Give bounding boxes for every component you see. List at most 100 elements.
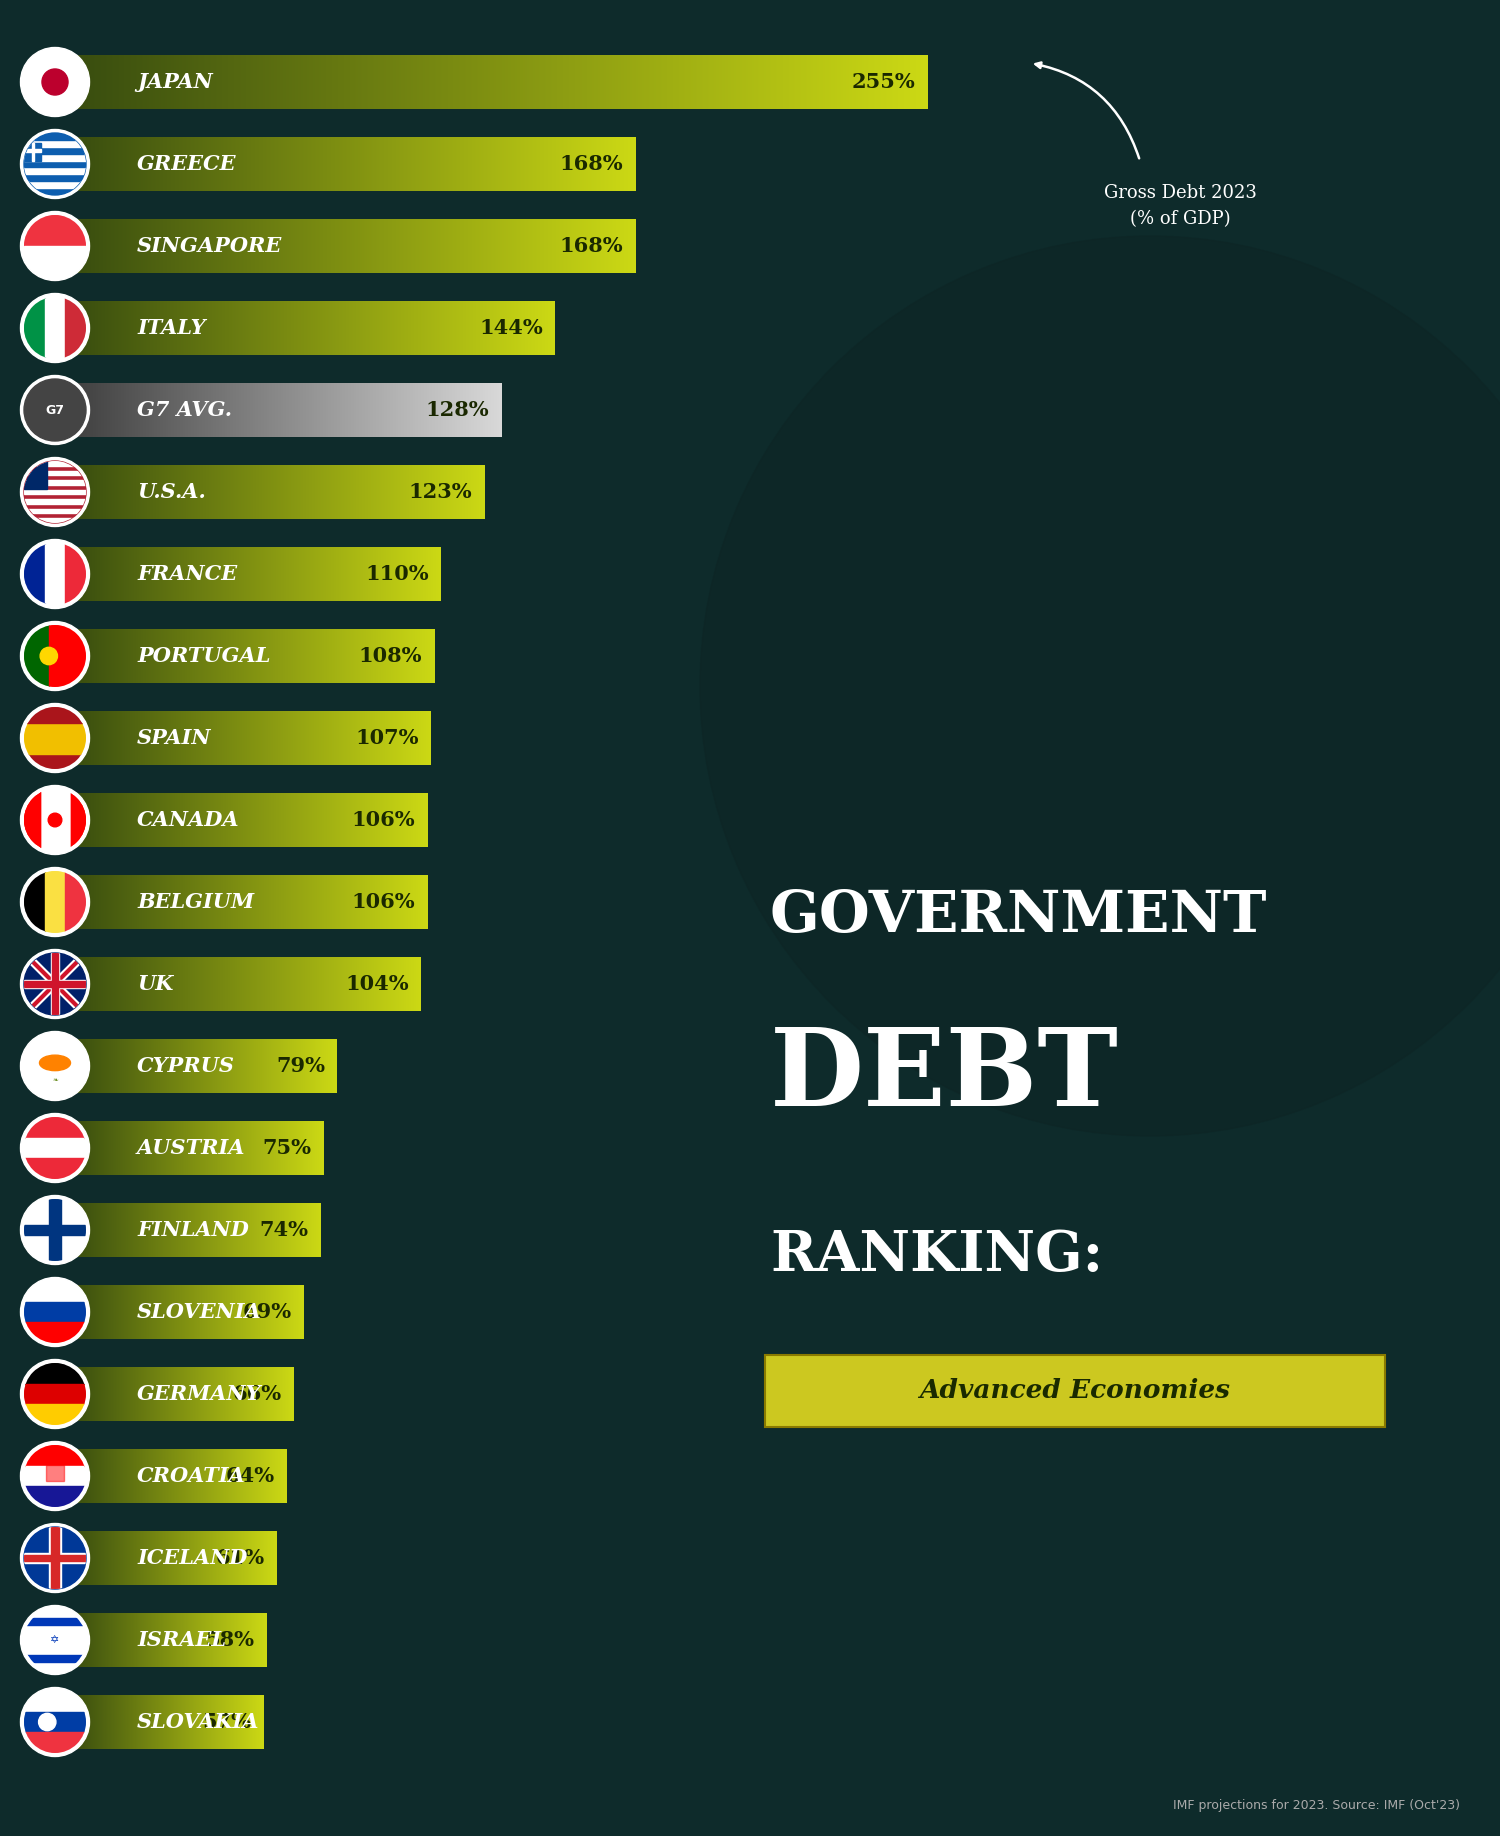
Bar: [24, 143, 40, 160]
Bar: [66, 297, 86, 360]
Text: AUSTRIA: AUSTRIA: [136, 1138, 246, 1159]
Text: CROATIA: CROATIA: [136, 1465, 246, 1485]
Circle shape: [21, 48, 90, 116]
Bar: [24, 1159, 86, 1179]
Bar: [24, 140, 86, 147]
Bar: [24, 1116, 86, 1138]
Bar: [24, 147, 86, 154]
Bar: [24, 461, 48, 488]
Bar: [24, 980, 86, 988]
Bar: [45, 543, 66, 606]
Circle shape: [21, 130, 90, 198]
Text: 110%: 110%: [364, 564, 429, 584]
Text: ICELAND: ICELAND: [136, 1548, 248, 1568]
Text: 104%: 104%: [345, 975, 408, 993]
Circle shape: [40, 648, 57, 665]
Bar: [66, 543, 86, 606]
Text: FRANCE: FRANCE: [136, 564, 237, 584]
Text: 168%: 168%: [560, 237, 624, 255]
Circle shape: [21, 867, 90, 936]
Bar: [24, 1138, 86, 1159]
Text: 107%: 107%: [356, 729, 419, 747]
Circle shape: [24, 1691, 86, 1753]
Bar: [24, 1555, 86, 1561]
Bar: [24, 1445, 86, 1465]
Circle shape: [24, 1445, 86, 1507]
Circle shape: [24, 297, 86, 360]
Bar: [45, 297, 66, 360]
Circle shape: [24, 707, 86, 769]
Bar: [24, 543, 45, 606]
Bar: [24, 1553, 86, 1562]
Circle shape: [24, 789, 86, 852]
Bar: [24, 246, 86, 277]
Circle shape: [24, 215, 86, 277]
Bar: [53, 953, 58, 1015]
Text: CANADA: CANADA: [136, 810, 240, 830]
Bar: [50, 1199, 62, 1261]
Text: 106%: 106%: [352, 892, 416, 912]
Text: IMF projections for 2023. Source: IMF (Oct'23): IMF projections for 2023. Source: IMF (O…: [1173, 1799, 1460, 1812]
Circle shape: [24, 461, 86, 523]
Text: UK: UK: [136, 975, 174, 993]
Text: Gross Debt 2023
(% of GDP): Gross Debt 2023 (% of GDP): [1104, 184, 1257, 228]
Circle shape: [24, 1608, 86, 1671]
Circle shape: [24, 378, 86, 441]
Text: 168%: 168%: [560, 154, 624, 174]
Circle shape: [24, 132, 86, 195]
Bar: [24, 1302, 86, 1322]
Text: CYPRUS: CYPRUS: [136, 1056, 236, 1076]
Text: ISRAEL: ISRAEL: [136, 1630, 226, 1651]
Bar: [50, 624, 86, 687]
Circle shape: [21, 1359, 90, 1428]
Bar: [51, 1528, 58, 1588]
Bar: [24, 753, 86, 769]
Circle shape: [24, 51, 86, 114]
Circle shape: [21, 294, 90, 362]
Bar: [70, 789, 86, 852]
Text: 79%: 79%: [276, 1056, 326, 1076]
Circle shape: [24, 1362, 86, 1425]
Bar: [32, 143, 33, 160]
Bar: [24, 215, 86, 246]
Text: SPAIN: SPAIN: [136, 729, 212, 747]
Bar: [24, 1733, 86, 1753]
Text: Advanced Economies: Advanced Economies: [920, 1379, 1230, 1403]
Text: G7: G7: [45, 404, 64, 417]
Bar: [24, 789, 39, 852]
Bar: [24, 870, 45, 933]
Text: 108%: 108%: [358, 646, 422, 666]
Circle shape: [21, 703, 90, 773]
Bar: [24, 1654, 86, 1662]
Bar: [24, 1282, 86, 1302]
Bar: [24, 789, 39, 852]
Circle shape: [21, 457, 90, 527]
Bar: [24, 1487, 86, 1507]
Bar: [24, 1618, 86, 1625]
Bar: [24, 1322, 86, 1342]
Circle shape: [24, 1199, 86, 1261]
Bar: [51, 953, 58, 1015]
Bar: [24, 1405, 86, 1425]
Bar: [24, 182, 86, 187]
Text: 66%: 66%: [232, 1384, 282, 1405]
Circle shape: [21, 540, 90, 608]
Text: JAPAN: JAPAN: [136, 72, 213, 92]
Bar: [70, 789, 86, 852]
Bar: [24, 1465, 86, 1487]
Text: 106%: 106%: [352, 810, 416, 830]
Text: FINLAND: FINLAND: [136, 1219, 249, 1239]
Text: G7 AVG.: G7 AVG.: [136, 400, 232, 420]
Circle shape: [24, 870, 86, 933]
Circle shape: [21, 1032, 90, 1100]
Text: BELGIUM: BELGIUM: [136, 892, 254, 912]
Circle shape: [24, 1036, 86, 1096]
Circle shape: [21, 622, 90, 690]
Text: 123%: 123%: [410, 483, 472, 501]
Circle shape: [21, 1278, 90, 1346]
Circle shape: [24, 1116, 86, 1179]
Bar: [24, 461, 86, 466]
Bar: [66, 870, 86, 933]
Bar: [24, 297, 45, 360]
Circle shape: [21, 949, 90, 1019]
